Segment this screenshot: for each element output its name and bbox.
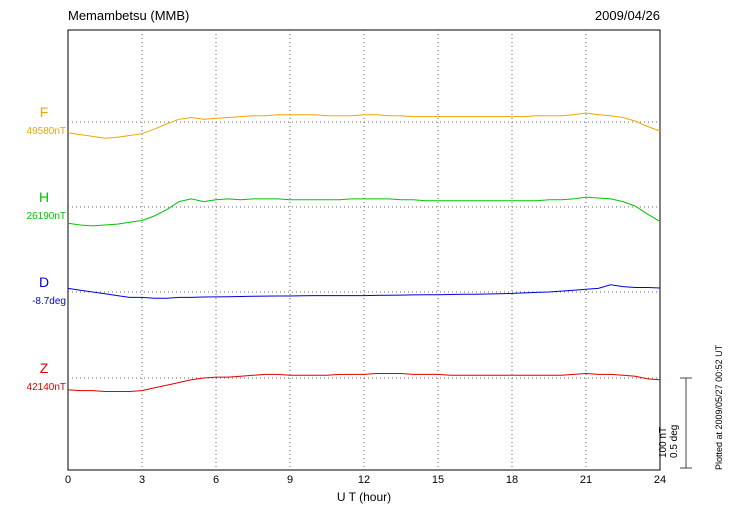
- trace-label-D: D: [38, 274, 50, 290]
- plotted-at-note: Plotted at 2009/05/27 00:52 UT: [714, 344, 724, 470]
- trace-label-Z: Z: [39, 360, 49, 376]
- trace-baseline-value-F: 49580nT: [26, 126, 66, 137]
- station-title: Memambetsu (MMB): [68, 8, 190, 23]
- trace-D-line: [67, 284, 661, 299]
- x-tick-label-18: 18: [505, 474, 519, 486]
- trace-baseline-value-Z: 42140nT: [26, 382, 66, 393]
- x-tick-label-12: 12: [357, 474, 371, 486]
- x-tick-label-21: 21: [579, 474, 593, 486]
- trace-label-H: H: [38, 189, 50, 205]
- scale-label-nt: 100 nT: [658, 426, 669, 458]
- trace-label-F: F: [39, 104, 49, 120]
- x-tick-label-6: 6: [212, 474, 220, 486]
- trace-H-line: [67, 196, 661, 227]
- scale-bar-labels: 100 nT 0.5 deg: [658, 425, 680, 458]
- x-tick-label-24: 24: [653, 474, 667, 486]
- trace-baseline-value-H: 26190nT: [26, 211, 66, 222]
- trace-F-line: [67, 112, 661, 139]
- plot-date: 2009/04/26: [594, 8, 660, 23]
- x-tick-label-9: 9: [286, 474, 294, 486]
- x-axis-label: U T (hour): [336, 490, 392, 504]
- x-tick-label-0: 0: [64, 474, 72, 486]
- trace-baseline-value-D: -8.7deg: [32, 296, 66, 307]
- trace-Z-line: [67, 372, 661, 392]
- x-tick-label-3: 3: [138, 474, 146, 486]
- scale-label-deg: 0.5 deg: [669, 424, 680, 458]
- x-tick-label-15: 15: [431, 474, 445, 486]
